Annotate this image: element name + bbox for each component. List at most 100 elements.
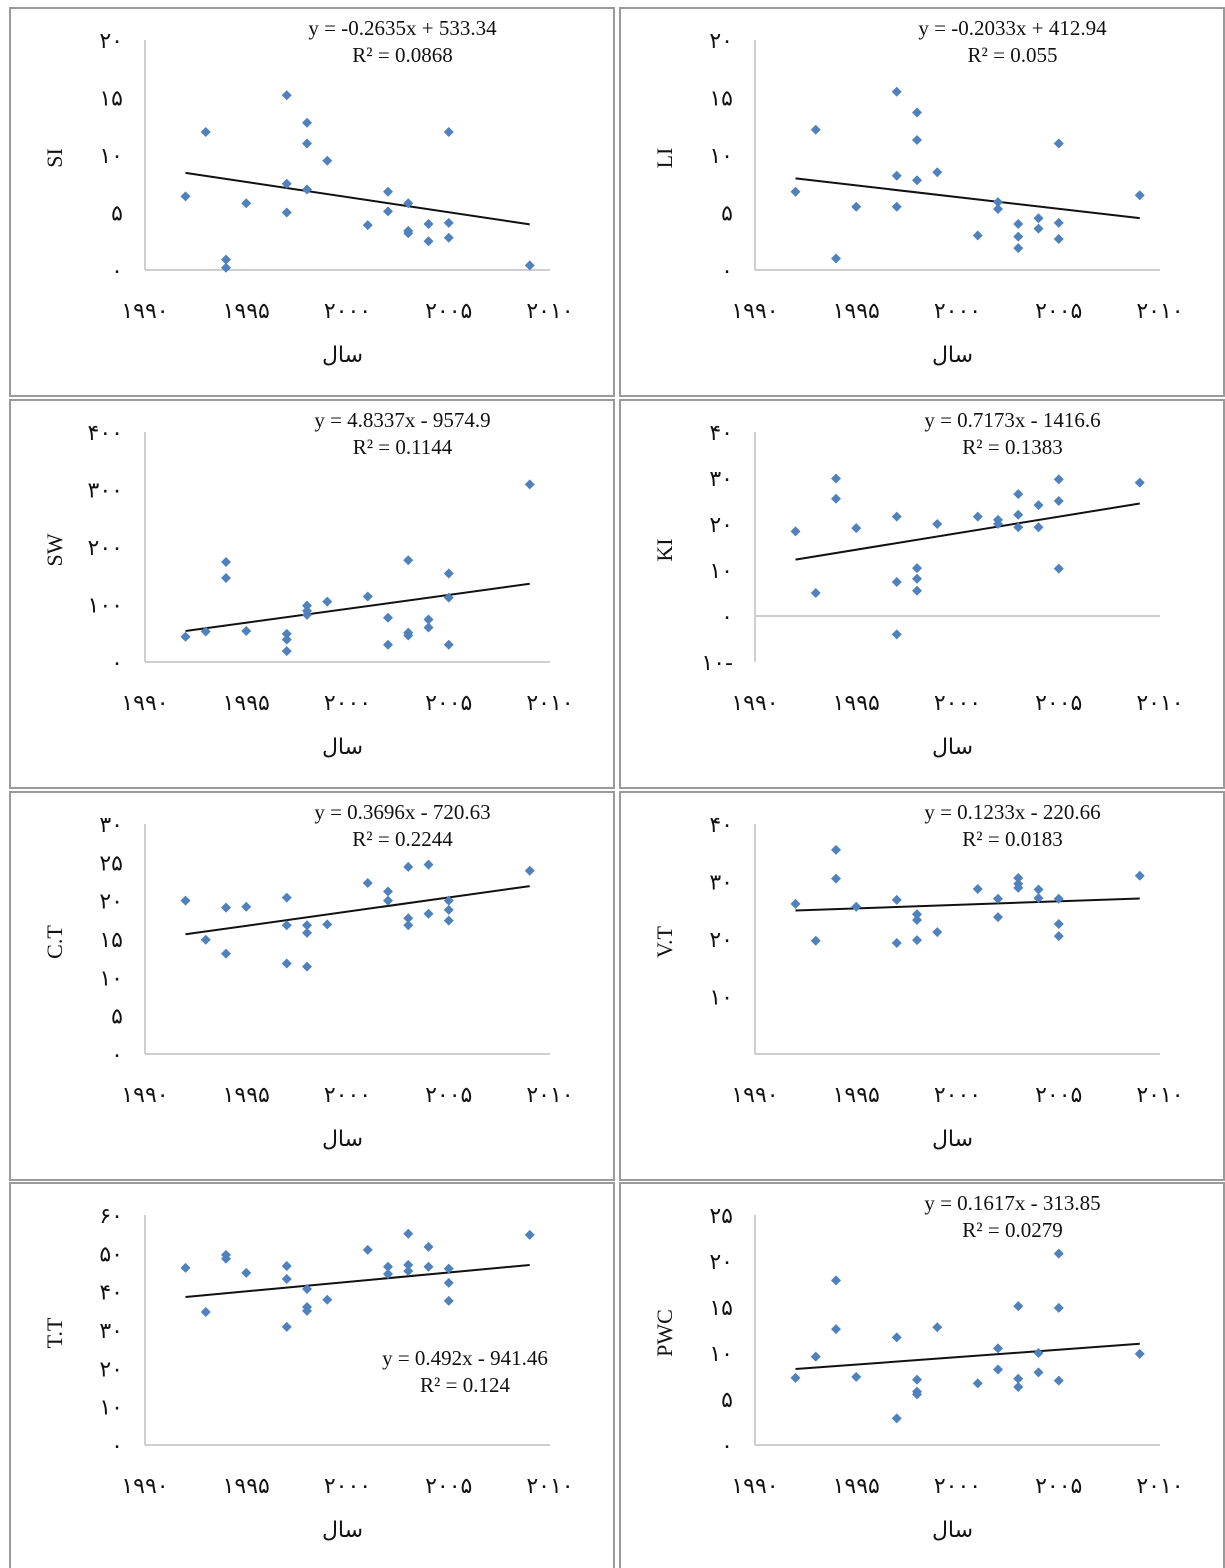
data-point <box>1053 217 1064 228</box>
y-tick-label: ۱۰ <box>99 966 123 991</box>
x-tick-label: ۱۹۹۰ <box>121 1474 168 1499</box>
panel-border <box>619 791 1225 1181</box>
y-tick-label: ۲۰۰ <box>88 536 123 561</box>
data-point <box>831 873 841 884</box>
x-tick-label: ۱۹۹۰ <box>121 299 168 324</box>
data-point <box>1053 893 1064 904</box>
y-tick-label: ۰ <box>721 605 733 630</box>
data-point <box>932 167 943 178</box>
data-point <box>932 519 943 529</box>
chart-panel: ۱۰- ۰ ۱۰ ۲۰ ۳۰ ۴۰ ۱۹۹۰ ۱۹۹۵ ۲۰۰۰ ۲۰۰۵ ۲۰۱۰ KI سال y =… <box>619 399 1225 789</box>
trend-equation: y = 0.492x - 941.46 <box>382 1346 548 1370</box>
panel-border <box>619 399 1225 789</box>
data-point <box>891 86 902 97</box>
trend-equation: y = -0.2033x + 412.94 <box>918 16 1107 40</box>
x-tick-label: ۱۹۹۵ <box>833 299 880 324</box>
data-point <box>1013 522 1024 533</box>
y-tick-label: ۰ <box>111 1043 123 1068</box>
data-point <box>423 1261 434 1272</box>
y-tick-label: ۵ <box>721 1388 733 1413</box>
data-point <box>993 893 1003 904</box>
panel-border <box>9 7 615 397</box>
x-tick-label: ۲۰۰۰ <box>324 691 371 716</box>
data-point <box>281 178 292 189</box>
data-point <box>1053 233 1064 244</box>
data-point <box>403 861 414 872</box>
x-tick-label: ۲۰۰۰ <box>324 1474 371 1499</box>
data-point <box>322 596 333 607</box>
data-point <box>383 206 393 217</box>
trend-line <box>795 177 1140 220</box>
trend-r-squared: R² = 0.2244 <box>352 827 453 851</box>
data-point <box>302 600 312 611</box>
panel-border <box>619 1182 1225 1568</box>
x-tick-label: ۱۹۹۵ <box>833 1474 880 1499</box>
data-point <box>912 1374 922 1385</box>
x-tick-label: ۱۹۹۰ <box>731 1083 778 1108</box>
y-tick-label: ۰ <box>721 1434 733 1459</box>
data-point <box>993 197 1003 208</box>
chart-panel: ۰ ۵ ۱۰ ۱۵ ۲۰ ۱۹۹۰ ۱۹۹۵ ۲۰۰۰ ۲۰۰۵ ۲۰۱۰ LI سال y = -0.… <box>619 7 1225 397</box>
y-tick-label: ۲۰ <box>709 29 733 54</box>
y-tick-label: ۳۰ <box>709 871 733 896</box>
x-tick-label: ۱۹۹۵ <box>833 1083 880 1108</box>
y-tick-label: ۲۵ <box>709 1204 733 1229</box>
data-point <box>1013 1382 1024 1393</box>
x-tick-label: ۱۹۹۵ <box>223 691 270 716</box>
data-point <box>281 920 292 931</box>
data-point <box>1033 1348 1044 1358</box>
data-point <box>180 631 191 642</box>
data-point <box>200 1306 211 1317</box>
data-point <box>851 1371 862 1382</box>
data-point <box>221 262 231 273</box>
trend-r-squared: R² = 0.124 <box>420 1373 510 1397</box>
data-point <box>180 895 191 906</box>
trend-line <box>795 502 1140 561</box>
y-tick-label: ۱۰ <box>709 559 733 584</box>
data-point <box>281 646 292 657</box>
x-tick-label: ۲۰۰۰ <box>934 1474 981 1499</box>
trend-r-squared: R² = 0.1144 <box>353 435 453 459</box>
data-point <box>383 886 393 897</box>
data-point <box>302 1283 312 1294</box>
data-point <box>302 117 312 128</box>
y-axis-label: V.T <box>652 925 677 958</box>
data-point <box>443 592 454 603</box>
data-point <box>1053 1375 1064 1386</box>
x-tick-label: ۲۰۱۰ <box>1136 691 1183 716</box>
x-tick-label: ۲۰۱۰ <box>526 691 573 716</box>
data-point <box>932 927 943 938</box>
data-point <box>1053 496 1064 506</box>
data-point <box>281 958 292 969</box>
y-axis-label: C.T <box>42 925 67 959</box>
trend-line <box>185 885 530 936</box>
x-tick-label: ۲۰۰۵ <box>1035 299 1082 324</box>
data-point <box>1053 563 1064 574</box>
y-tick-label: ۳۰۰ <box>88 479 123 504</box>
data-point <box>524 260 535 271</box>
y-tick-label: ۴۰ <box>709 421 733 446</box>
data-point <box>221 948 231 959</box>
y-axis-label: KI <box>652 538 677 561</box>
trend-line <box>795 897 1140 912</box>
data-point <box>423 614 434 625</box>
trend-equation: y = 0.3696x - 720.63 <box>314 800 490 824</box>
x-tick-label: ۱۹۹۵ <box>223 299 270 324</box>
data-point <box>281 1260 292 1271</box>
data-point <box>423 859 434 870</box>
data-point <box>241 901 252 912</box>
data-point <box>1053 919 1064 930</box>
x-tick-label: ۲۰۰۵ <box>1035 1474 1082 1499</box>
data-point <box>1033 884 1044 895</box>
x-tick-label: ۱۹۹۰ <box>121 691 168 716</box>
data-point <box>403 555 414 566</box>
data-point <box>281 90 292 101</box>
y-tick-label: ۱۵ <box>709 87 733 112</box>
x-tick-label: ۲۰۱۰ <box>1136 1474 1183 1499</box>
data-point <box>383 612 393 623</box>
data-point <box>241 625 252 636</box>
trend-equation: y = 0.7173x - 1416.6 <box>924 408 1100 432</box>
data-point <box>810 124 821 135</box>
data-point <box>443 915 454 926</box>
data-point <box>831 1275 841 1286</box>
